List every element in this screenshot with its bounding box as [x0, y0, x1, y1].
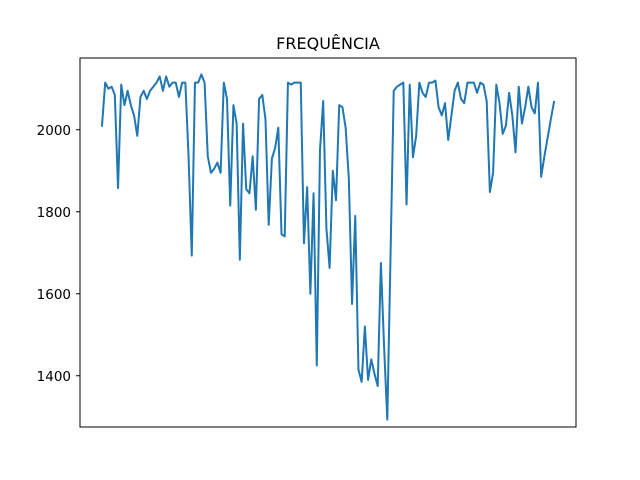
- y-tick-label: 2000: [37, 123, 71, 139]
- chart-title: FREQUÊNCIA: [276, 34, 380, 53]
- series-points: [101, 74, 555, 420]
- y-tick-label: 1600: [37, 287, 71, 303]
- y-tick-label: 1800: [37, 205, 71, 221]
- plot-frame: [79, 57, 577, 428]
- series-line: [100, 73, 556, 421]
- y-tick-label: 1400: [37, 369, 71, 385]
- y-axis: 1400 1600 1800 2000: [37, 123, 80, 385]
